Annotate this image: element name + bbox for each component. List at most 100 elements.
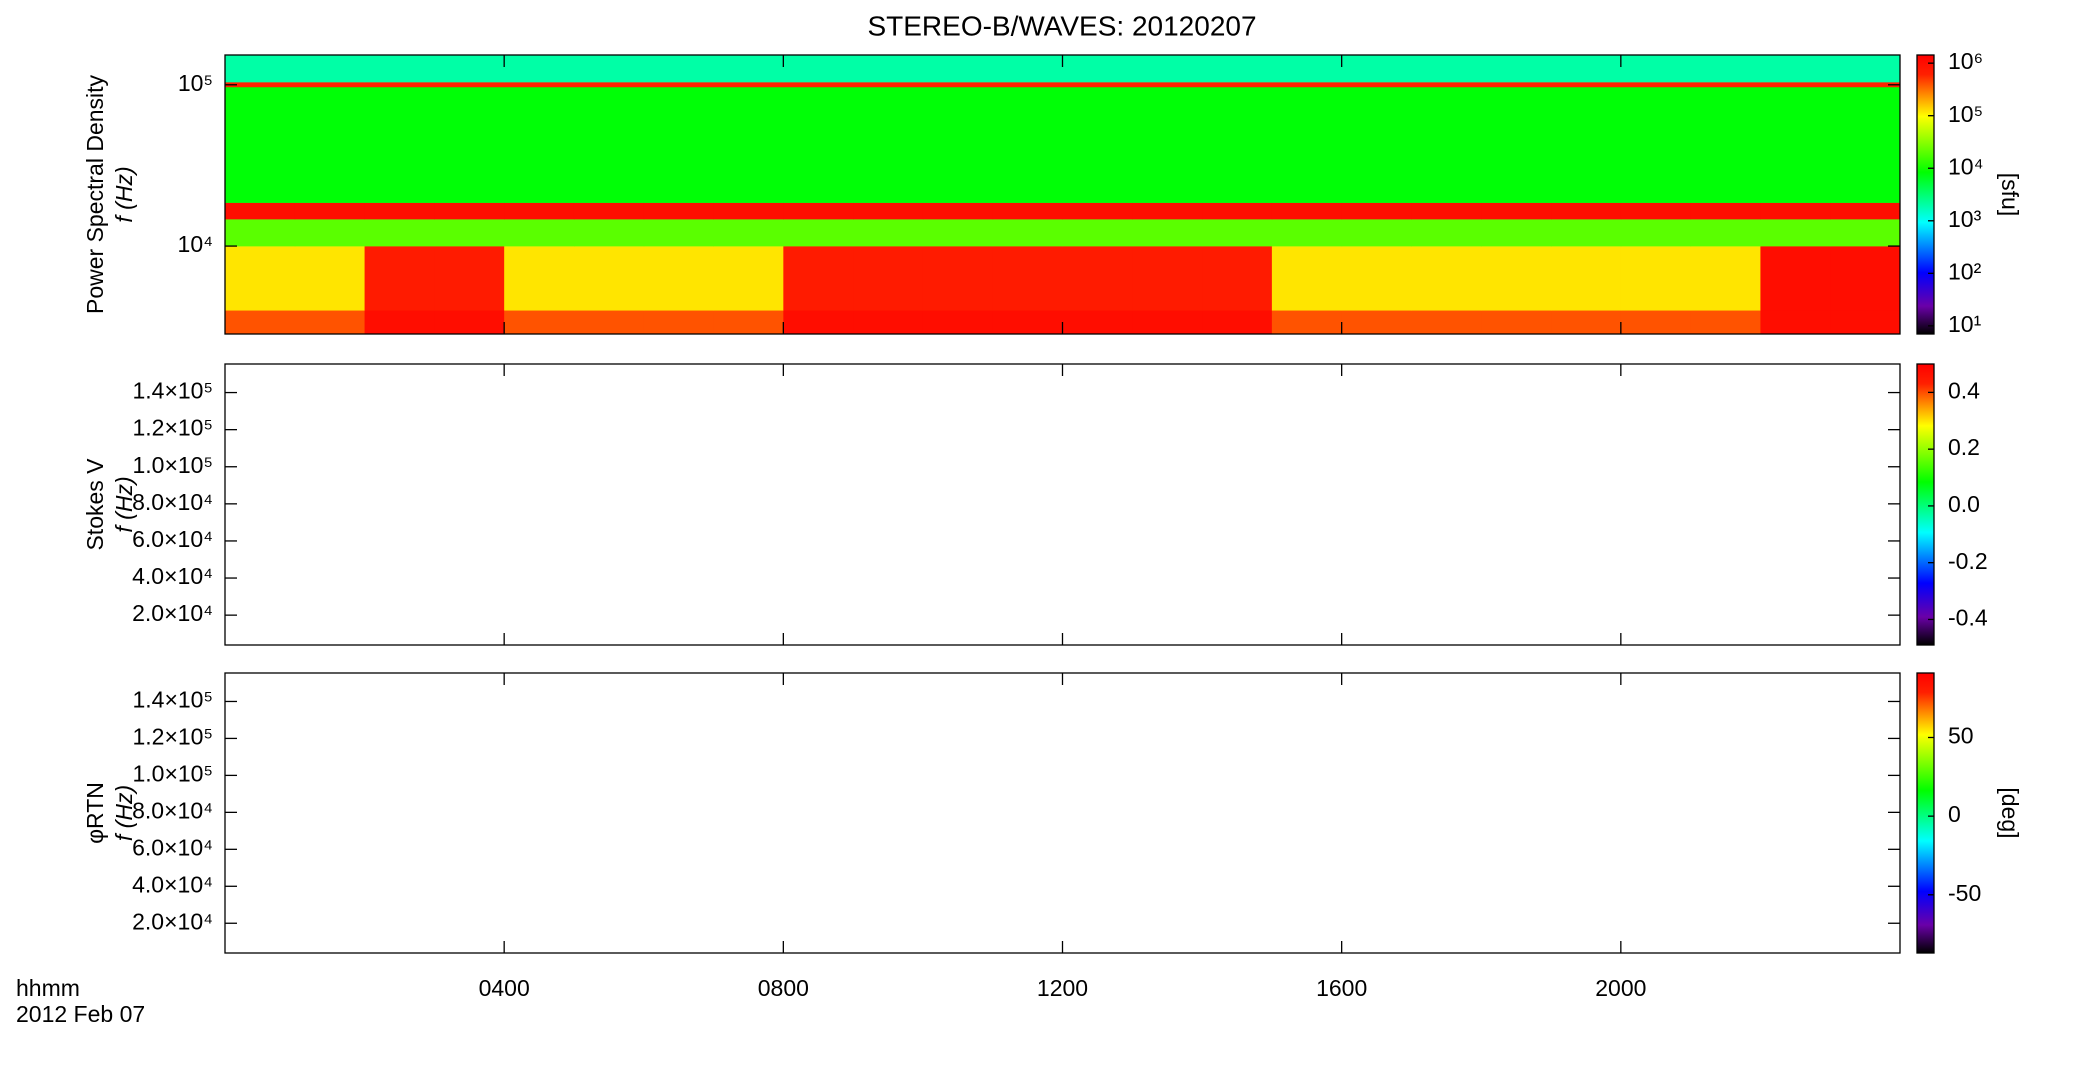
heatmap-cell bbox=[1411, 82, 1482, 88]
heatmap-cell bbox=[713, 55, 784, 83]
heatmap-cell bbox=[1551, 202, 1622, 220]
heatmap-cell bbox=[1411, 246, 1482, 311]
y-axis-label: f (Hz) bbox=[111, 476, 137, 532]
heatmap-cell bbox=[1062, 310, 1133, 335]
heatmap-cell bbox=[1760, 310, 1831, 335]
heatmap-cell bbox=[922, 86, 994, 203]
y-tick-label: 1.4×10⁵ bbox=[132, 687, 213, 713]
heatmap-cell bbox=[992, 246, 1063, 311]
heatmap-cell bbox=[1411, 86, 1482, 203]
colorbar-tick-label: -0.4 bbox=[1948, 605, 1988, 631]
heatmap-cell bbox=[1062, 246, 1133, 311]
heatmap-cell bbox=[225, 86, 296, 203]
heatmap-cell bbox=[992, 55, 1063, 83]
heatmap-cell bbox=[1132, 219, 1203, 247]
heatmap-cell bbox=[922, 310, 994, 335]
y-tick-label: 4.0×10⁴ bbox=[132, 563, 213, 589]
heatmap-cell bbox=[713, 82, 784, 88]
heatmap-cell bbox=[1411, 55, 1482, 83]
heatmap-cell bbox=[922, 219, 994, 247]
heatmap-cell bbox=[1551, 55, 1622, 83]
colorbar bbox=[1916, 54, 1935, 335]
heatmap-cell bbox=[364, 246, 435, 311]
heatmap-cell bbox=[1551, 246, 1622, 311]
heatmap-cell bbox=[1690, 82, 1761, 88]
colorbar-tick-label: 0.4 bbox=[1948, 377, 1980, 403]
heatmap-cell bbox=[504, 55, 575, 83]
colorbar-tick-label: 0 bbox=[1948, 801, 1961, 827]
heatmap-cell bbox=[783, 86, 854, 203]
heatmap-cell bbox=[1690, 219, 1761, 247]
heatmap-cell bbox=[1411, 219, 1482, 247]
heatmap-cell bbox=[1620, 55, 1692, 83]
heatmap-cell bbox=[1481, 55, 1552, 83]
heatmap-cell bbox=[1620, 202, 1692, 220]
heatmap-cell bbox=[1132, 86, 1203, 203]
x-tick-label: 0400 bbox=[479, 975, 530, 1001]
heatmap-cell bbox=[1062, 82, 1133, 88]
colorbar-tick-label: 0.0 bbox=[1948, 491, 1980, 517]
heatmap-cell bbox=[1271, 202, 1343, 220]
y-tick-label: 10⁴ bbox=[178, 231, 213, 257]
heatmap-cell bbox=[573, 86, 645, 203]
heatmap-cell bbox=[992, 86, 1063, 203]
heatmap-cell bbox=[1760, 219, 1831, 247]
heatmap-cell bbox=[294, 219, 366, 247]
y-tick-label: 6.0×10⁴ bbox=[132, 834, 213, 860]
heatmap-cell bbox=[1481, 219, 1552, 247]
heatmap-cell bbox=[1062, 202, 1133, 220]
heatmap-cell bbox=[504, 219, 575, 247]
colorbar-tick-label: 10² bbox=[1948, 258, 1982, 284]
colorbar-tick-label: 10⁵ bbox=[1948, 101, 1983, 127]
heatmap-cell bbox=[1830, 202, 1901, 220]
heatmap-cell bbox=[992, 202, 1063, 220]
heatmap-cell bbox=[225, 246, 296, 311]
heatmap-cell bbox=[1062, 219, 1133, 247]
heatmap-cell bbox=[1830, 310, 1901, 335]
heatmap-cell bbox=[573, 246, 645, 311]
heatmap-cell bbox=[573, 55, 645, 83]
heatmap-cell bbox=[1481, 86, 1552, 203]
heatmap-cell bbox=[1551, 219, 1622, 247]
heatmap-cell bbox=[853, 246, 924, 311]
y-axis-label: Stokes V bbox=[82, 458, 108, 551]
heatmap-cell bbox=[1271, 310, 1343, 335]
colorbar-tick-label: 10⁶ bbox=[1948, 48, 1983, 74]
heatmap-cell bbox=[1202, 86, 1273, 203]
heatmap-cell bbox=[643, 219, 715, 247]
colorbar-tick-label: 50 bbox=[1948, 723, 1974, 749]
heatmap-cell bbox=[504, 310, 575, 335]
heatmap-cell bbox=[434, 82, 505, 88]
x-tick-label: 2000 bbox=[1595, 975, 1646, 1001]
y-tick-label: 2.0×10⁴ bbox=[132, 908, 213, 934]
heatmap-cell bbox=[992, 82, 1063, 88]
x-tick-label: 1600 bbox=[1316, 975, 1367, 1001]
heatmap-cell bbox=[1760, 86, 1831, 203]
heatmap-cell bbox=[783, 219, 854, 247]
heatmap-cell bbox=[853, 86, 924, 203]
y-tick-label: 8.0×10⁴ bbox=[132, 489, 213, 515]
heatmap-cell bbox=[1132, 82, 1203, 88]
heatmap-cell bbox=[992, 310, 1063, 335]
colorbar-label: [sfu] bbox=[1997, 173, 2023, 216]
heatmap-cell bbox=[1271, 246, 1343, 311]
heatmap-cell bbox=[1620, 310, 1692, 335]
heatmap-cell bbox=[1341, 202, 1412, 220]
heatmap-cell bbox=[225, 82, 296, 88]
heatmap-cell bbox=[643, 310, 715, 335]
heatmap-cell bbox=[294, 310, 366, 335]
heatmap-cell bbox=[1062, 55, 1133, 83]
heatmap-cell bbox=[922, 246, 994, 311]
spectrogram bbox=[225, 55, 1901, 335]
heatmap-cell bbox=[1341, 310, 1412, 335]
heatmap-cell bbox=[1760, 246, 1831, 311]
heatmap-cell bbox=[783, 246, 854, 311]
y-tick-label: 1.2×10⁵ bbox=[132, 415, 213, 441]
x-tick-label: 0800 bbox=[758, 975, 809, 1001]
y-tick-label: 1.2×10⁵ bbox=[132, 724, 213, 750]
heatmap-cell bbox=[294, 55, 366, 83]
heatmap-cell bbox=[1760, 82, 1831, 88]
colorbar-tick-label: 10³ bbox=[1948, 206, 1982, 232]
heatmap-cell bbox=[364, 202, 435, 220]
